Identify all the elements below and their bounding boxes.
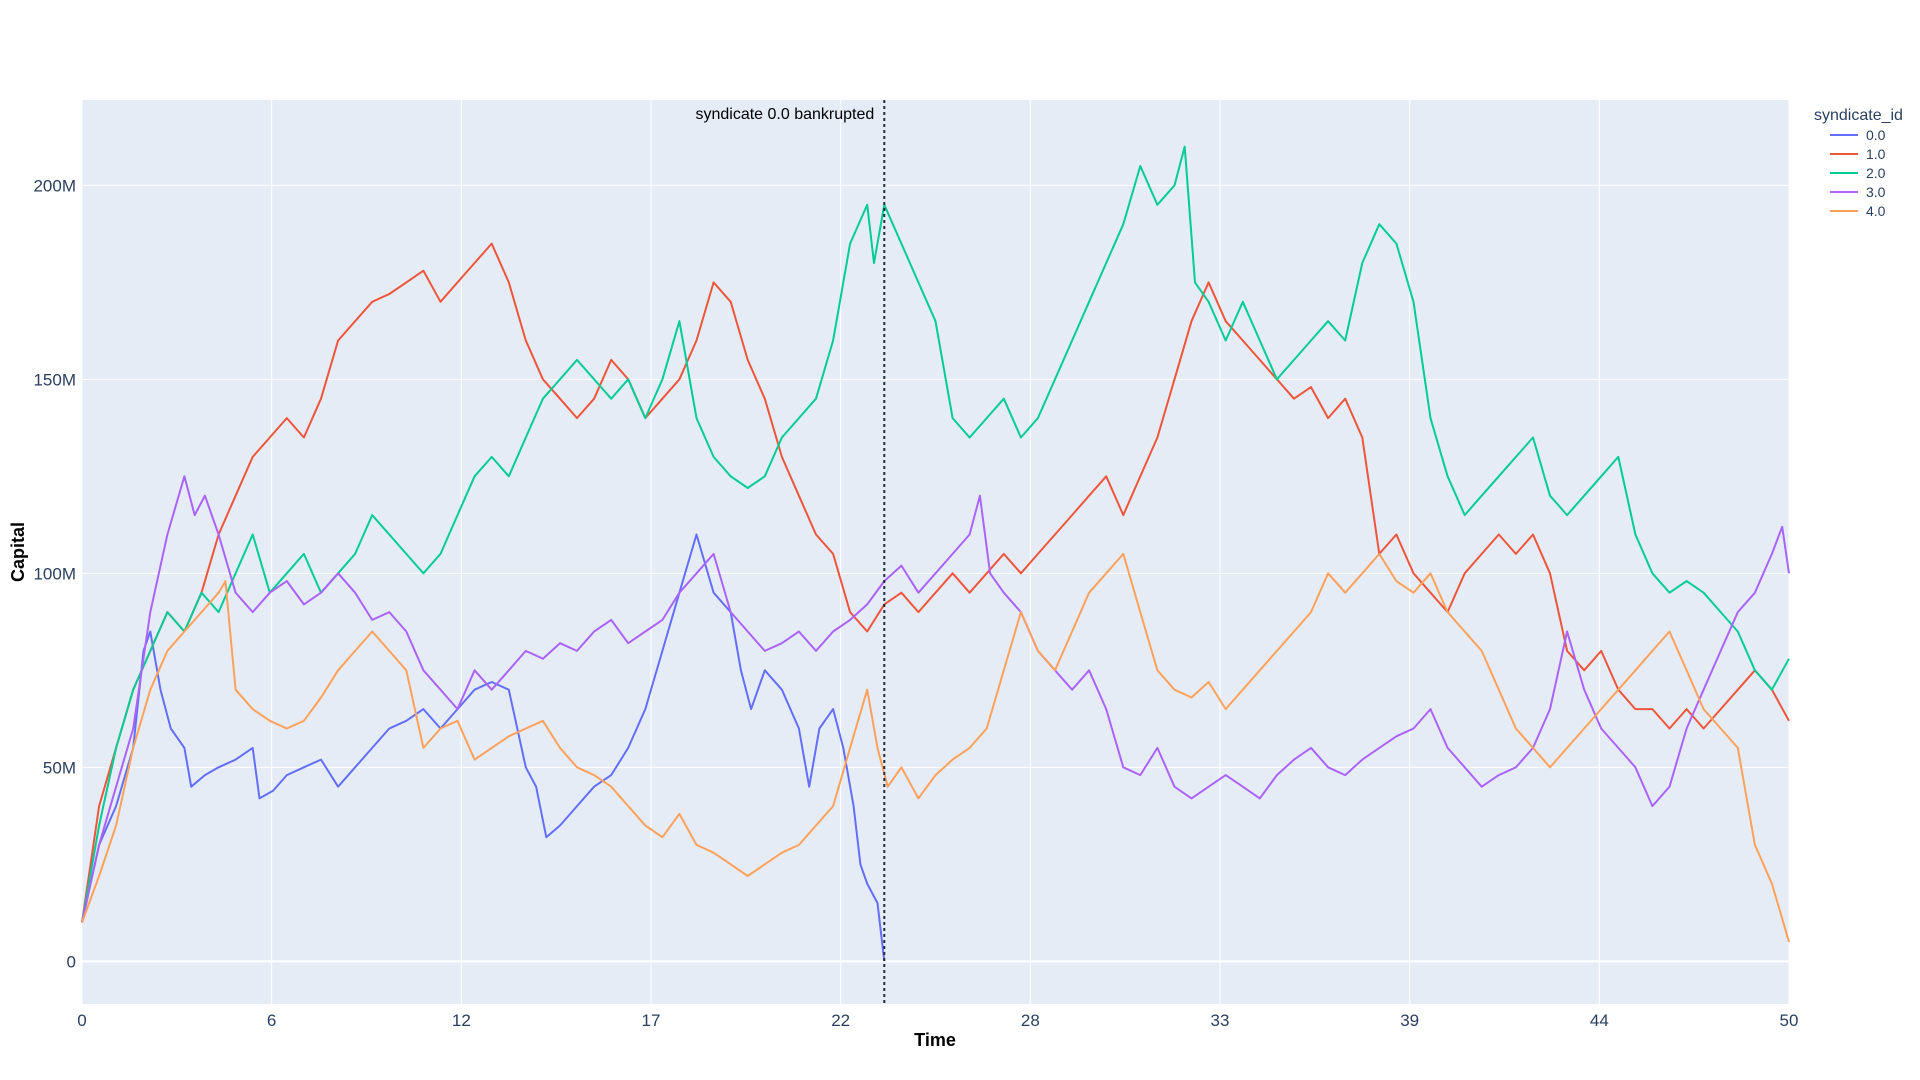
series-line-0-0 (81, 533, 886, 962)
y-tick-label: 150M (33, 370, 76, 389)
bankruptcy-annotation-text: syndicate 0.0 bankrupted (695, 106, 874, 123)
x-tick-label: 17 (642, 1011, 661, 1030)
legend-item-label[interactable]: 0.0 (1866, 127, 1886, 143)
legend-item-label[interactable]: 4.0 (1866, 203, 1886, 219)
legend[interactable]: syndicate_id 0.0 1.0 2.0 3.0 4.0 (1814, 107, 1903, 219)
x-tick-label: 28 (1021, 1011, 1040, 1030)
x-tick-label: 12 (452, 1011, 471, 1030)
bankruptcy-annotation: syndicate 0.0 bankrupted (695, 100, 886, 1004)
x-axis-ticks: 0 6 12 17 22 28 33 39 44 50 (77, 1011, 1798, 1030)
series-lines (81, 145, 1790, 962)
x-axis-title: Time (914, 1030, 956, 1050)
legend-item-label[interactable]: 2.0 (1866, 165, 1886, 181)
y-axis-ticks: 0 50M 100M 150M 200M (33, 176, 76, 971)
x-tick-label: 44 (1590, 1011, 1609, 1030)
x-tick-label: 22 (831, 1011, 850, 1030)
x-tick-label: 39 (1400, 1011, 1419, 1030)
series-line-2-0 (81, 145, 1790, 923)
plot-background (82, 100, 1789, 1004)
x-tick-label: 6 (267, 1011, 276, 1030)
legend-title: syndicate_id (1814, 107, 1903, 124)
y-tick-label: 50M (43, 758, 76, 777)
x-tick-label: 33 (1211, 1011, 1230, 1030)
legend-item-label[interactable]: 1.0 (1866, 146, 1886, 162)
legend-item-label[interactable]: 3.0 (1866, 184, 1886, 200)
y-axis-title: Capital (8, 522, 28, 582)
y-tick-label: 100M (33, 564, 76, 583)
x-tick-label: 50 (1780, 1011, 1799, 1030)
x-tick-label: 0 (77, 1011, 86, 1030)
series-line-4-0 (81, 552, 1790, 943)
series-line-3-0 (81, 475, 1790, 923)
y-tick-label: 200M (33, 176, 76, 195)
y-tick-label: 0 (67, 952, 76, 971)
series-line-1-0 (81, 242, 1790, 923)
